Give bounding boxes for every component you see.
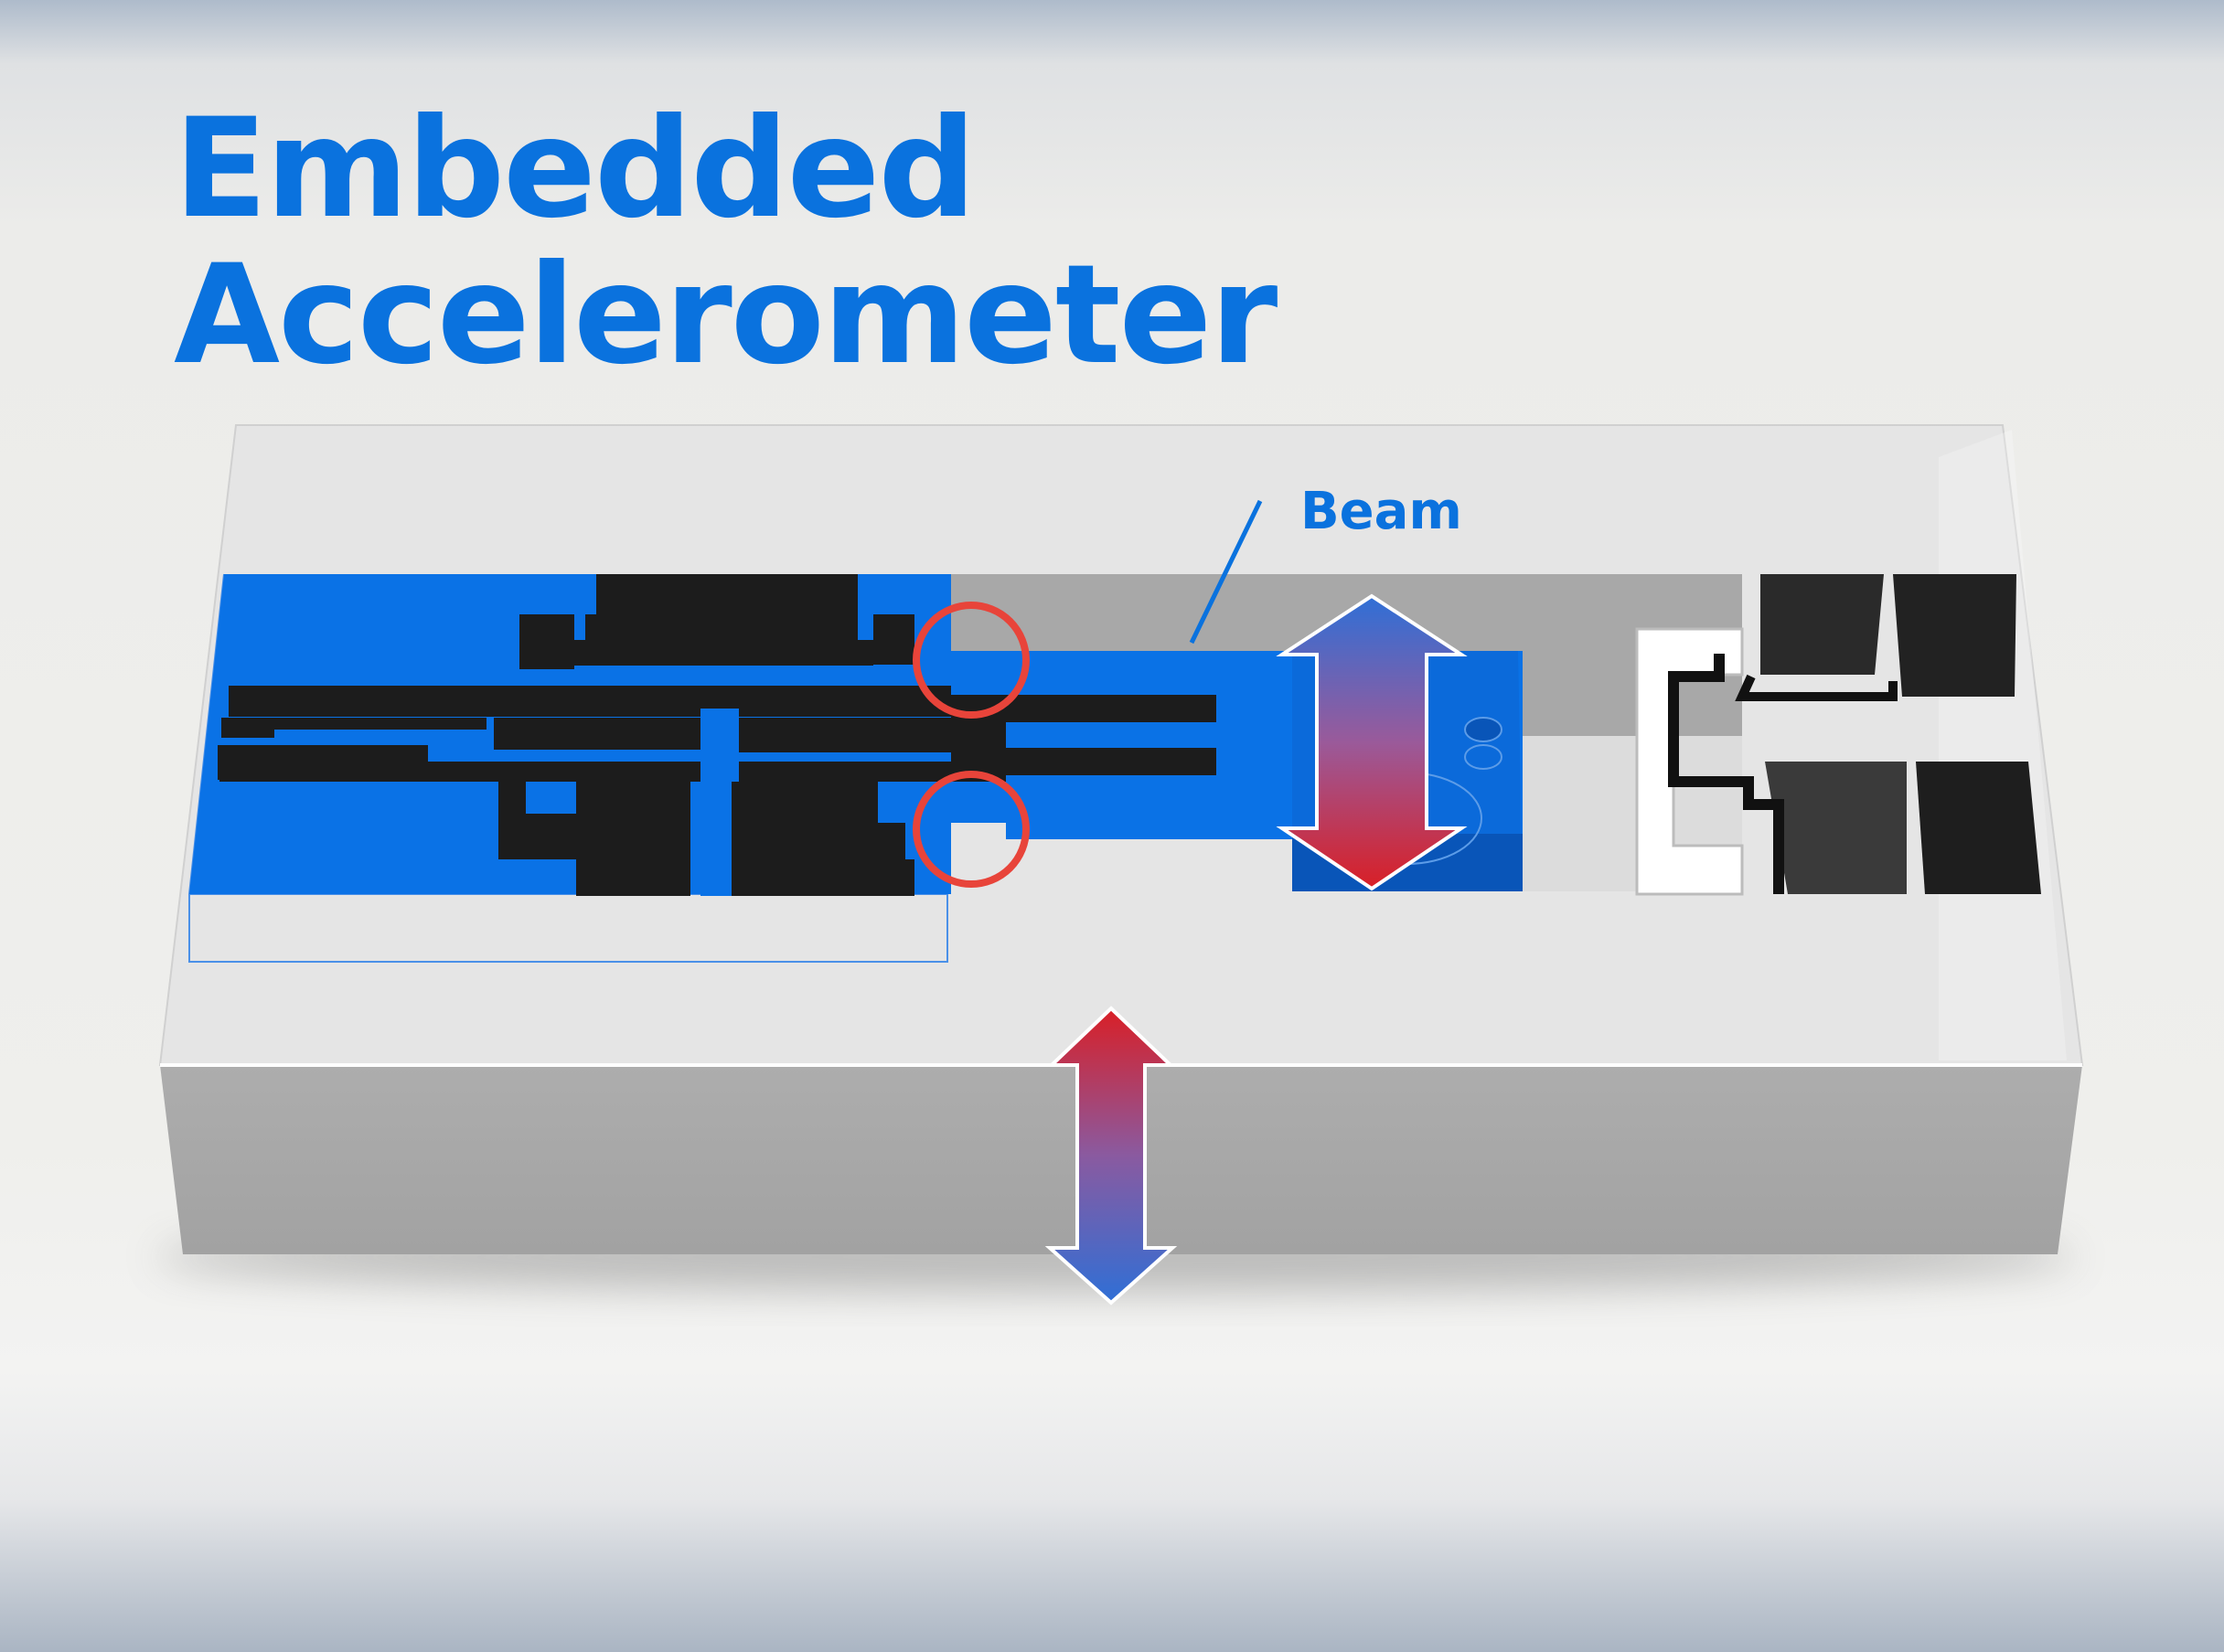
etch-bottom-left-hook bbox=[498, 782, 578, 859]
electrode-frame bbox=[1635, 627, 1744, 896]
electrode-top-right bbox=[1893, 574, 2016, 697]
title-line-2: Accelerometer bbox=[174, 236, 1278, 395]
etch-bottom-right-block bbox=[732, 782, 914, 896]
electrode-bottom-left bbox=[1765, 762, 1907, 894]
etch-bottom-left-block bbox=[576, 782, 690, 896]
beam-callout-line bbox=[1189, 499, 1263, 645]
etch-top-right-hook bbox=[873, 614, 914, 665]
substrate-glare bbox=[1939, 430, 2067, 1060]
beam-label: Beam bbox=[1300, 482, 1462, 541]
electrode-structure bbox=[1635, 574, 2041, 896]
serpentine-trace-2 bbox=[1735, 674, 1898, 701]
electrode-top-left bbox=[1760, 574, 1884, 675]
comb-finger-2 bbox=[430, 750, 704, 761]
etch-top-block bbox=[549, 574, 873, 666]
etch-top-left-hook bbox=[519, 614, 574, 669]
substrate-motion-arrow-icon bbox=[1044, 1006, 1178, 1306]
proof-mass-via-1 bbox=[1464, 717, 1502, 742]
electrode-bottom-right bbox=[1916, 762, 2041, 894]
title-line-1: Embedded bbox=[174, 90, 977, 249]
anchor-highlight-circle-top bbox=[913, 602, 1030, 719]
serpentine-trace bbox=[1668, 654, 1784, 894]
beam-motion-arrow-icon bbox=[1276, 593, 1468, 891]
comb-finger-1 bbox=[274, 730, 494, 742]
beam-gap-2 bbox=[951, 748, 1216, 775]
proof-mass-via-2 bbox=[1464, 744, 1502, 770]
anchor-highlight-circle-bottom bbox=[913, 771, 1030, 888]
